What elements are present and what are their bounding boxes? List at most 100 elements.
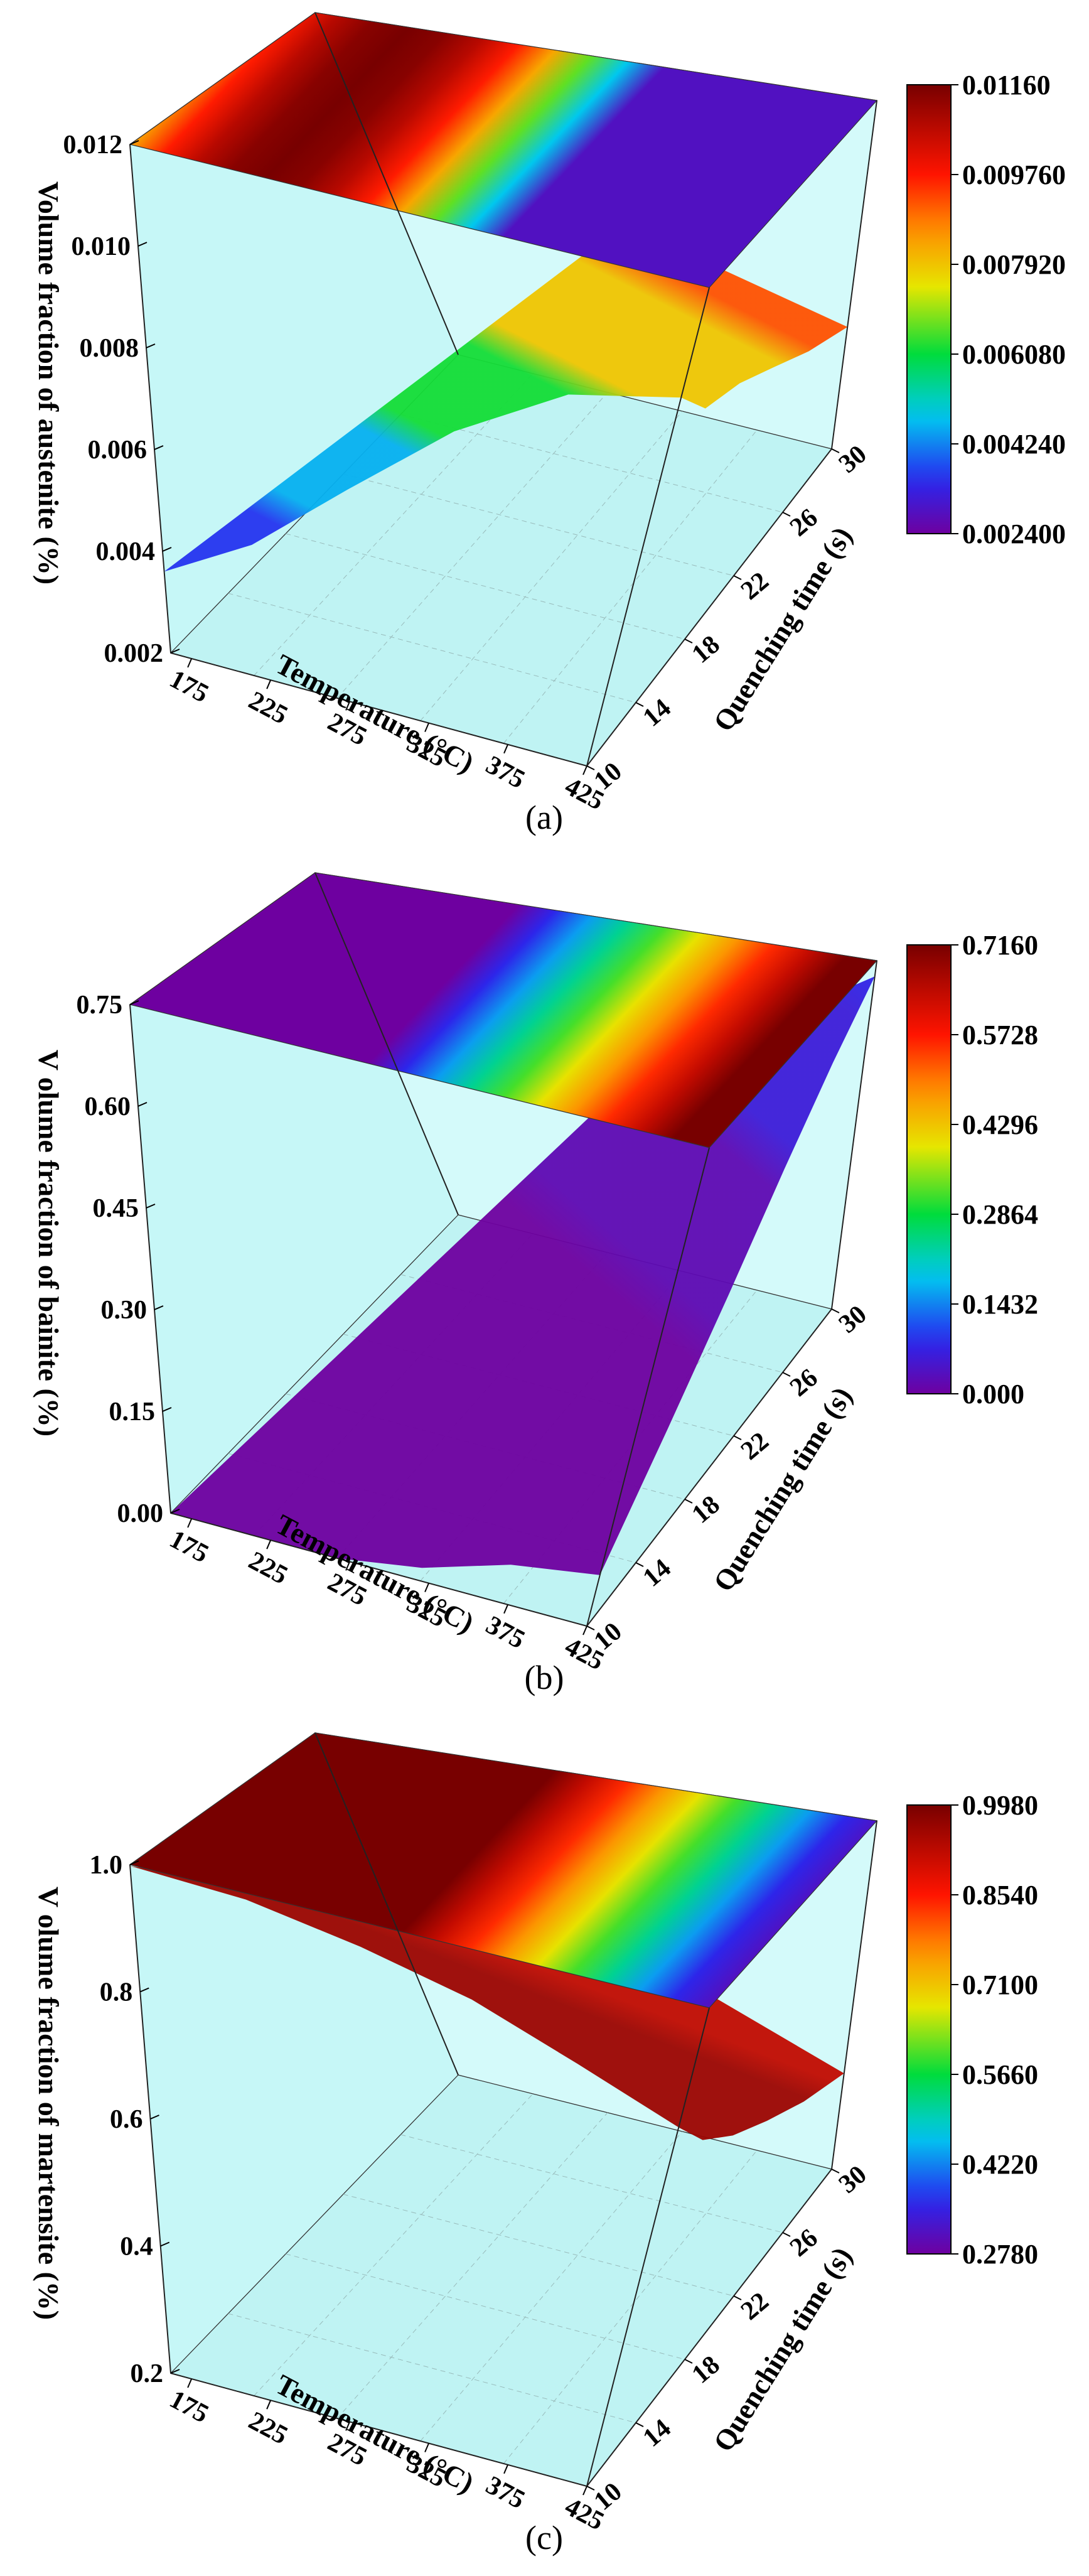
colorbar: [906, 1804, 952, 2255]
colorbar-tick-label: 0.5660: [962, 2059, 1038, 2090]
y-tick-mark: [831, 1308, 840, 1313]
y-tick-label: 26: [785, 503, 823, 542]
panel-caption: (a): [525, 799, 563, 836]
box-edge: [314, 12, 459, 355]
box-edge: [586, 287, 710, 767]
floor-grid-line: [400, 2134, 783, 2233]
colorbar-tick-label: 0.4220: [962, 2149, 1038, 2180]
z-tick-label: 0.002: [104, 639, 164, 668]
box-edge: [170, 652, 587, 767]
floor-grid-line: [254, 373, 534, 676]
box-edge: [586, 1147, 710, 1627]
x-tick-mark: [187, 2378, 193, 2388]
x-tick-mark: [582, 1625, 587, 1636]
box-edge: [586, 1308, 832, 1627]
colorbar-tick-label: 0.5728: [962, 1020, 1038, 1050]
box-edge: [831, 960, 877, 1310]
panel-c: 0.2 0.4 0.6 0.8 1.0 175 225 275 325 375 425 10 14 18 2…: [0, 1720, 1089, 2576]
floor-grid-line: [286, 533, 685, 640]
z-tick-mark: [139, 1987, 149, 1993]
y-tick-label: 26: [785, 2223, 823, 2262]
x-tick-mark: [187, 658, 193, 668]
floor-grid-line: [228, 593, 636, 703]
y-tick-label: 18: [687, 1490, 726, 1529]
y-tick-mark: [831, 448, 840, 453]
floor-grid-line: [503, 429, 758, 744]
y-tick-label: 30: [834, 2160, 872, 2199]
box-edge: [170, 1512, 587, 1627]
x-tick-label: 225: [244, 2406, 292, 2450]
y-tick-mark: [684, 1499, 693, 1504]
x-tick-mark: [345, 701, 351, 711]
z-tick-mark: [137, 1102, 148, 1107]
y-tick-label: 14: [638, 2413, 677, 2452]
z-tick-label: 0.8: [100, 1978, 133, 2007]
z-tick-label: 0.2: [131, 2359, 164, 2388]
box-edge: [586, 448, 832, 767]
z-tick-label: 0.010: [72, 232, 131, 261]
floor-grid-line: [336, 2112, 608, 2419]
y-tick-mark: [635, 2422, 644, 2427]
z-tick-mark: [154, 445, 164, 450]
colorbar-tick-label: 0.8540: [962, 1880, 1038, 1910]
box-edge: [831, 1820, 877, 2170]
colorbar-tick-label: 0.002400: [962, 519, 1066, 549]
x-tick-label: 175: [165, 2385, 213, 2428]
z-axis-title: V olume fraction of martensite (%): [33, 1887, 65, 2320]
floor-grid-line: [336, 392, 608, 699]
x-tick-mark: [266, 2400, 272, 2410]
floor-grid-line: [420, 2131, 683, 2442]
box-edge: [129, 144, 171, 654]
floor-grid-line: [503, 1290, 758, 1604]
panel-caption: (b): [525, 1659, 564, 1696]
x-tick-label: 375: [481, 750, 530, 794]
y-tick-label: 14: [638, 693, 677, 732]
y-tick-mark: [782, 512, 791, 517]
y-tick-mark: [684, 639, 693, 644]
y-tick-mark: [586, 2486, 595, 2491]
y-tick-mark: [733, 2295, 742, 2300]
box-edge: [129, 1004, 171, 1514]
y-tick-mark: [733, 575, 742, 580]
floor-grid-line: [503, 2150, 758, 2464]
z-tick-label: 0.012: [63, 131, 123, 159]
y-tick-label: 18: [687, 2350, 726, 2389]
x-tick-mark: [424, 2443, 429, 2452]
x-tick-label: 175: [165, 664, 213, 708]
box-edge: [586, 2169, 832, 2487]
x-tick-mark: [503, 2464, 508, 2474]
z-tick-mark: [170, 2369, 180, 2374]
colorbar-tick-label: 0.4296: [962, 1109, 1038, 1140]
colorbar-tick-label: 0.1432: [962, 1289, 1038, 1320]
box-edge: [170, 2373, 587, 2487]
x-tick-mark: [582, 2486, 587, 2496]
box-edge: [314, 1732, 459, 2076]
surface-sheet: [130, 1866, 844, 2140]
y-tick-label: 26: [785, 1363, 823, 1402]
floor-grid-line: [420, 411, 683, 721]
z-tick-label: 0.00: [117, 1499, 164, 1528]
y-tick-mark: [733, 1435, 742, 1440]
x-tick-mark: [345, 1561, 351, 1571]
x-tick-label: 375: [481, 1610, 530, 1654]
floor-grid-line: [400, 414, 783, 513]
z-tick-label: 0.60: [85, 1092, 131, 1121]
colorbar-tick-label: 0.000: [962, 1379, 1024, 1409]
x-tick-mark: [266, 1539, 272, 1549]
box-edge: [314, 872, 459, 1215]
floor-grid-line: [343, 2194, 734, 2297]
x-tick-mark: [424, 723, 429, 732]
y-tick-label: 30: [834, 1300, 872, 1339]
z-tick-label: 0.008: [80, 334, 139, 363]
panel-a: 0.002 0.004 0.006 0.008 0.010 0.012 175 225 275 3…: [0, 0, 1089, 860]
y-tick-label: 18: [687, 630, 726, 669]
box-edge: [586, 2007, 710, 2487]
floor-grid-line: [228, 2313, 636, 2423]
z-tick-mark: [146, 343, 156, 348]
y-tick-mark: [586, 765, 595, 770]
x-tick-label: 375: [481, 2471, 530, 2514]
colorbar-tick-label: 0.01160: [962, 70, 1051, 100]
y-tick-mark: [586, 1625, 595, 1630]
x-tick-label: 225: [244, 1546, 292, 1590]
